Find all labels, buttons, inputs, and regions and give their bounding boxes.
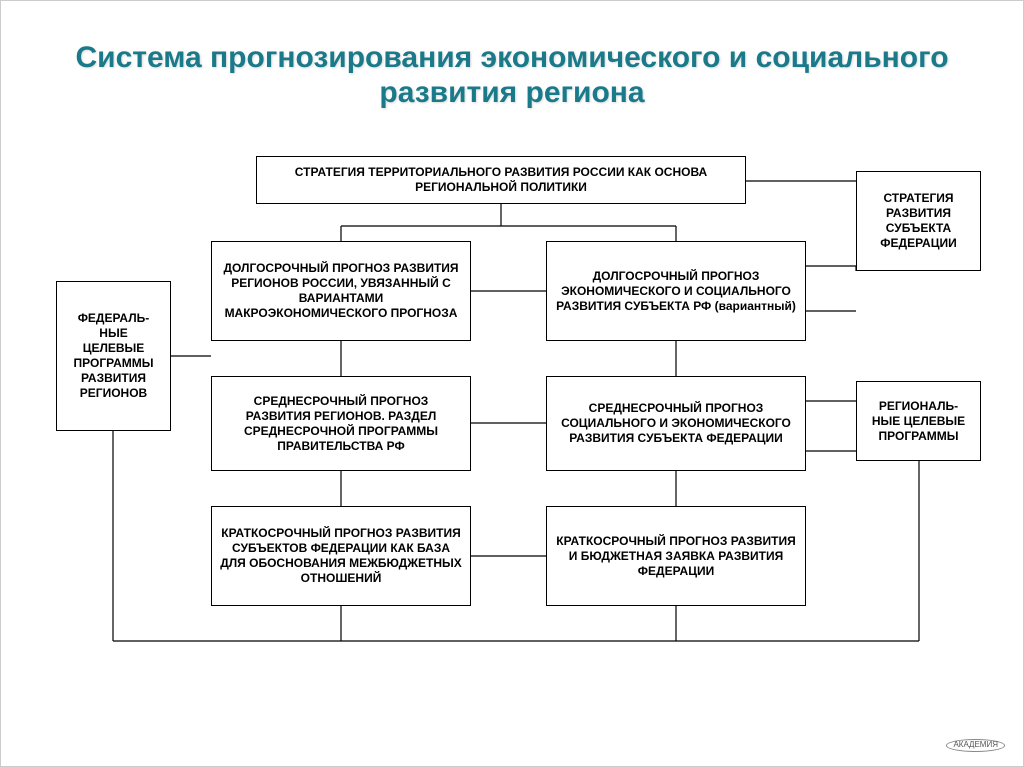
flowchart-diagram: СТРАТЕГИЯ ТЕРРИТОРИАЛЬНОГО РАЗВИТИЯ РОСС…: [1, 151, 1024, 711]
box-shortterm-budget: КРАТКОСРОЧНЫЙ ПРОГНОЗ РАЗВИТИЯ И БЮДЖЕТН…: [546, 506, 806, 606]
box-longterm-regions: ДОЛГОСРОЧНЫЙ ПРОГНОЗ РАЗВИТИЯ РЕГИОНОВ Р…: [211, 241, 471, 341]
box-federal-programs: ФЕДЕРАЛЬ-НЫЕЦЕЛЕВЫЕПРОГРАММЫРАЗВИТИЯРЕГИ…: [56, 281, 171, 431]
slide-title: Система прогнозирования экономического и…: [1, 1, 1023, 120]
box-midterm-regions: СРЕДНЕСРОЧНЫЙ ПРОГНОЗ РАЗВИТИЯ РЕГИОНОВ.…: [211, 376, 471, 471]
box-shortterm-subjects: КРАТКОСРОЧНЫЙ ПРОГНОЗ РАЗВИТИЯ СУБЪЕКТОВ…: [211, 506, 471, 606]
box-midterm-subject: СРЕДНЕСРОЧНЫЙ ПРОГНОЗ СОЦИАЛЬНОГО И ЭКОН…: [546, 376, 806, 471]
box-regional-programs: РЕГИОНАЛЬ-НЫЕ ЦЕЛЕВЫЕПРОГРАММЫ: [856, 381, 981, 461]
slide: Система прогнозирования экономического и…: [0, 0, 1024, 767]
box-subject-strategy: СТРАТЕГИЯРАЗВИТИЯСУБЪЕКТАФЕДЕРАЦИИ: [856, 171, 981, 271]
footer-logo: АКАДЕМИЯ: [946, 739, 1005, 752]
box-top-strategy: СТРАТЕГИЯ ТЕРРИТОРИАЛЬНОГО РАЗВИТИЯ РОСС…: [256, 156, 746, 204]
footer-text: АКАДЕМИЯ: [946, 739, 1005, 752]
box-longterm-subject: ДОЛГОСРОЧНЫЙ ПРОГНОЗ ЭКОНОМИЧЕСКОГО И СО…: [546, 241, 806, 341]
